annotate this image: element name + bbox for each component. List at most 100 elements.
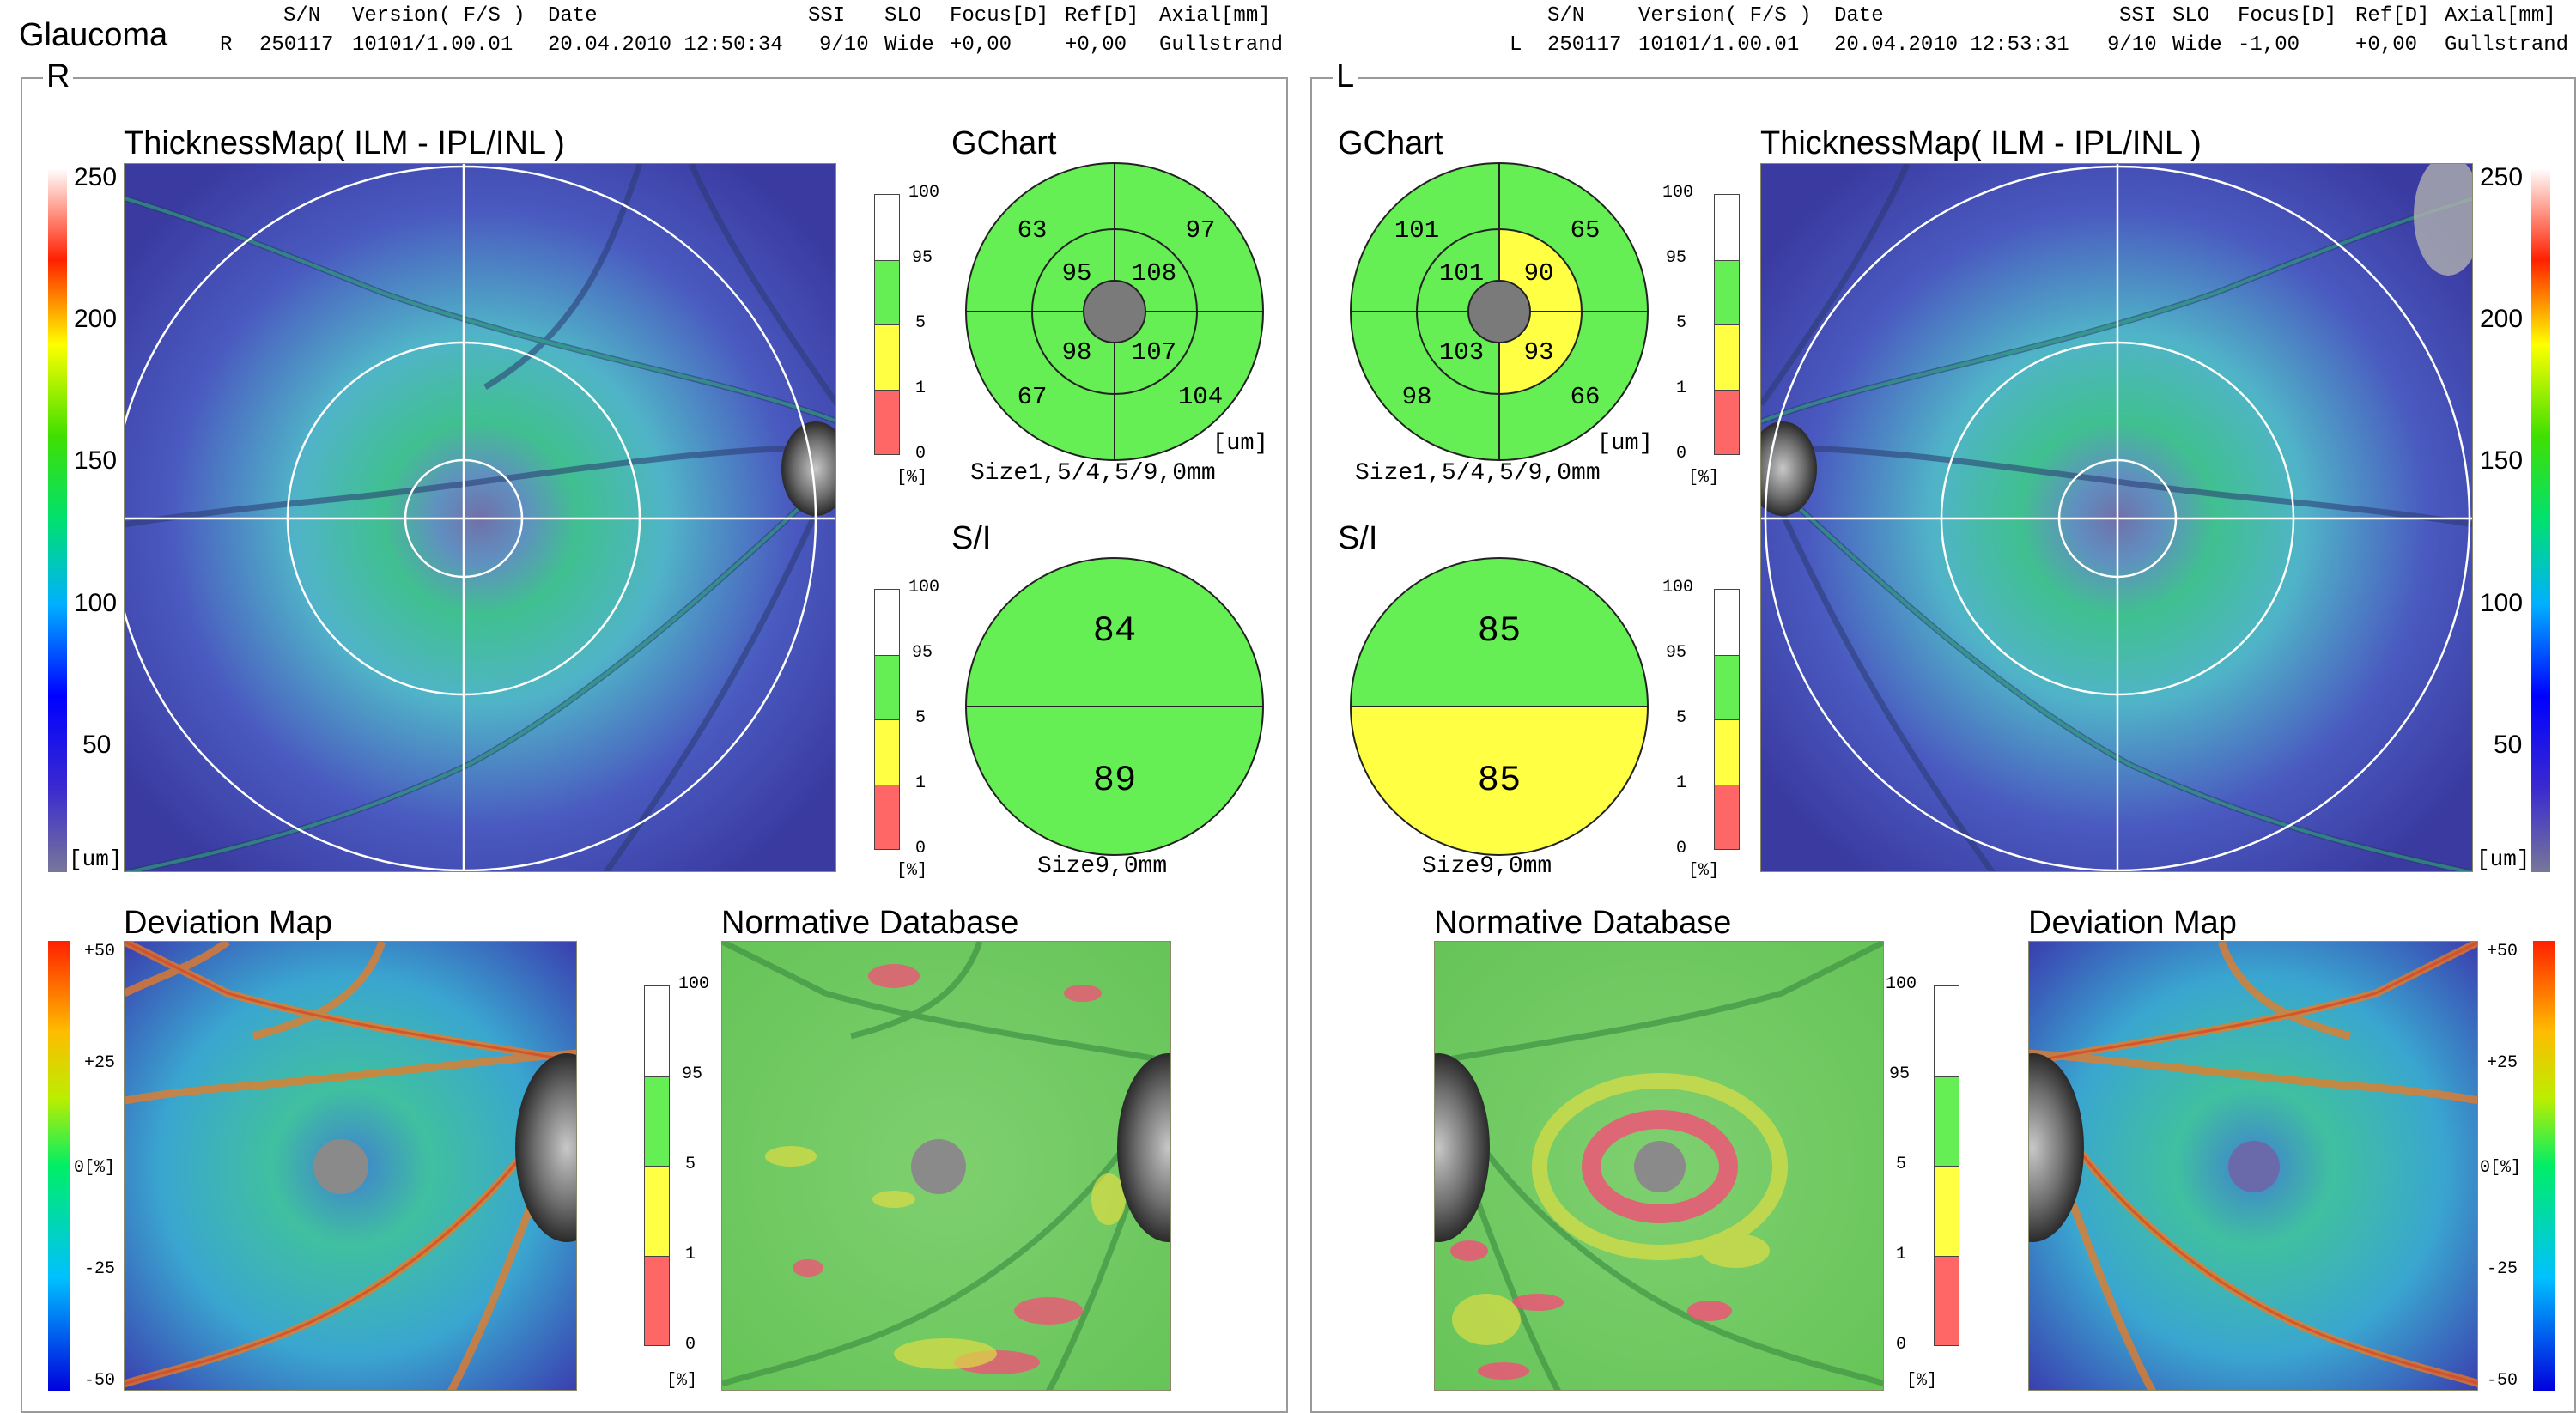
bar-normal	[1935, 1076, 1959, 1166]
right-si-superior: 84	[1093, 610, 1136, 652]
bar-borderline	[875, 324, 899, 390]
left-deviation-tick-m25: -25	[2487, 1259, 2518, 1279]
right-normative-title: Normative Database	[721, 905, 1019, 941]
left-deviation-colorbar	[2533, 941, 2555, 1391]
left-deviation-title: Deviation Map	[2028, 905, 2237, 941]
left-thickness-tick-100: 100	[2480, 589, 2524, 617]
left-gchart-bar-label-0: 0	[1676, 444, 1687, 464]
bar-normal	[1715, 259, 1739, 324]
left-normative-bar-label-1: 1	[1896, 1245, 1907, 1264]
right-thickness-title: ThicknessMap( ILM - IPL/INL )	[124, 125, 565, 161]
bar-above	[645, 986, 669, 1076]
left-normative-percentile-bar	[1934, 985, 1959, 1346]
left-gchart-bar-label-1: 1	[1676, 379, 1687, 398]
value-sn: 250117	[1547, 33, 1622, 57]
right-gchart-size: Size1,5/4,5/9,0mm	[970, 460, 1216, 487]
right-si-bar-label-95: 95	[912, 643, 933, 663]
label-version: Version( F/S )	[352, 4, 526, 27]
right-si-bar-label-0: 0	[915, 839, 927, 858]
right-gchart-inner-in: 107	[1132, 338, 1176, 367]
left-gchart-bar-label-95: 95	[1666, 248, 1687, 268]
right-gchart-title: GChart	[951, 125, 1057, 161]
left-normative-title: Normative Database	[1434, 905, 1732, 941]
left-gchart-outer-it: 66	[1571, 383, 1601, 411]
right-deviation-title: Deviation Map	[124, 905, 332, 941]
left-normative-bar-label-5: 5	[1896, 1155, 1907, 1174]
left-gchart-size: Size1,5/4,5/9,0mm	[1355, 460, 1601, 487]
value-sn: 250117	[259, 33, 334, 57]
value-axial: Gullstrand	[1159, 33, 1284, 57]
right-normative-bar-label-95: 95	[682, 1064, 703, 1084]
label-axial: Axial[mm]	[1159, 4, 1271, 27]
bar-above	[1715, 195, 1739, 260]
right-thickness-tick-150: 150	[74, 446, 118, 475]
left-si-size: Size9,0mm	[1422, 853, 1552, 880]
right-normative-percentile-bar	[644, 985, 670, 1346]
value-slo: Wide	[2172, 33, 2222, 57]
label-ref: Ref[D]	[2355, 4, 2430, 27]
left-si-bar-label-95: 95	[1666, 643, 1687, 663]
right-si-diagram: 84 89	[962, 556, 1271, 858]
left-normative-bar-label-95: 95	[1889, 1064, 1911, 1084]
bar-borderline	[1935, 1166, 1959, 1256]
left-gchart-inner-st: 90	[1524, 259, 1554, 288]
left-gchart-bar-label-100: 100	[1662, 183, 1694, 203]
bar-abnormal	[645, 1255, 669, 1345]
bar-above	[875, 195, 899, 260]
left-gchart-percentile-bar	[1714, 194, 1740, 455]
left-deviation-tick-m50: -50	[2487, 1371, 2518, 1391]
label-sn: S/N	[283, 4, 321, 27]
bar-abnormal	[875, 389, 899, 454]
right-thickness-colorbar	[48, 168, 67, 872]
right-gchart-bar-label-100: 100	[908, 183, 940, 203]
left-gchart-bar-label-5: 5	[1676, 313, 1687, 333]
label-version: Version( F/S )	[1638, 4, 1812, 27]
left-thickness-title: ThicknessMap( ILM - IPL/INL )	[1760, 125, 2202, 161]
left-gchart-inner-sn: 101	[1439, 259, 1484, 288]
label-slo: SLO	[2172, 4, 2210, 27]
left-si-bar-label-100: 100	[1662, 578, 1694, 597]
right-gchart-bar-unit: [%]	[896, 468, 928, 488]
left-deviation-tick-p50: +50	[2487, 942, 2518, 961]
right-si-bar-label-100: 100	[908, 578, 940, 597]
value-ssi: 9/10	[2107, 33, 2157, 57]
left-gchart-outer-st: 65	[1571, 216, 1601, 245]
right-thickness-unit: [um]	[69, 846, 123, 872]
left-normative-bar-label-0: 0	[1896, 1335, 1907, 1355]
right-si-inferior: 89	[1093, 760, 1136, 801]
left-thickness-unit: [um]	[2476, 846, 2530, 872]
right-gchart-bar-label-95: 95	[912, 248, 933, 268]
right-gchart-inner-sn: 108	[1132, 259, 1176, 288]
left-si-percentile-bar	[1714, 589, 1740, 850]
left-thickness-tick-200: 200	[2480, 305, 2524, 333]
right-deviation-tick-0: 0[%]	[74, 1158, 116, 1178]
right-normative-bar-label-100: 100	[678, 974, 710, 994]
value-focus: +0,00	[950, 33, 1012, 57]
label-focus: Focus[D]	[2238, 4, 2337, 27]
right-normative-bar-label-0: 0	[685, 1335, 696, 1355]
right-deviation-tick-m50: -50	[84, 1371, 116, 1391]
right-si-percentile-bar	[874, 589, 900, 850]
bar-borderline	[1715, 324, 1739, 390]
left-gchart-inner-in: 103	[1439, 338, 1484, 367]
left-gchart-bar-unit: [%]	[1688, 468, 1720, 488]
header-right-eye: S/N Version( F/S ) Date SSI SLO Focus[D]…	[0, 0, 1283, 489]
left-gchart-outer-in: 98	[1402, 383, 1432, 411]
left-si-bar-label-0: 0	[1676, 839, 1687, 858]
left-deviation-tick-p25: +25	[2487, 1053, 2518, 1073]
bar-abnormal	[1715, 784, 1739, 849]
bar-borderline	[645, 1166, 669, 1256]
right-normative-map	[721, 941, 1171, 1391]
value-version: 10101/1.00.01	[1638, 33, 1800, 57]
left-thickness-colorbar	[2531, 168, 2550, 872]
label-date: Date	[1834, 4, 1884, 27]
value-date: 20.04.2010 12:50:34	[548, 33, 783, 57]
left-si-bar-unit: [%]	[1688, 861, 1720, 881]
left-thickness-tick-50: 50	[2494, 731, 2523, 759]
value-focus: -1,00	[2238, 33, 2300, 57]
right-normative-bar-unit: [%]	[666, 1371, 698, 1391]
bar-normal	[1715, 654, 1739, 719]
right-normative-bar-label-1: 1	[685, 1245, 696, 1264]
left-deviation-map	[2028, 941, 2478, 1391]
bar-above	[1715, 590, 1739, 655]
